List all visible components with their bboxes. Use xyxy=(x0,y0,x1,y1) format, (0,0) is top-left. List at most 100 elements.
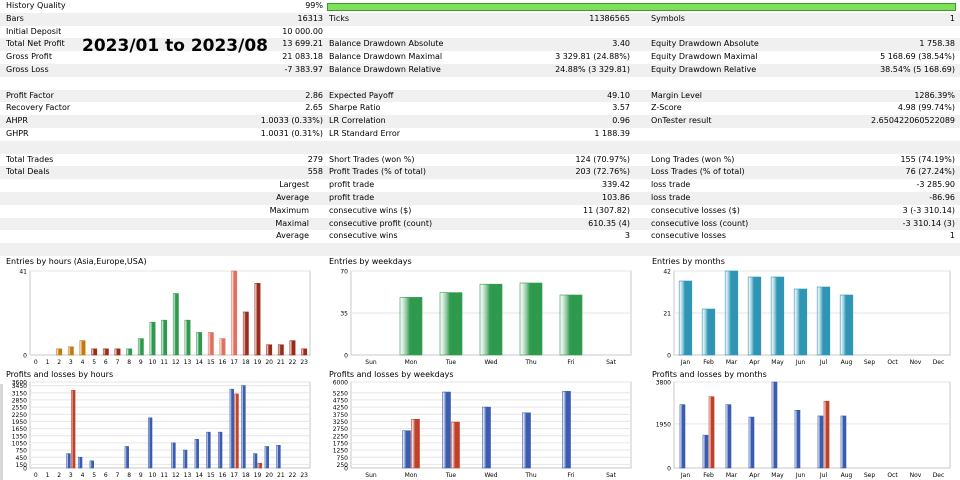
chart-bar-profit xyxy=(817,415,824,469)
y-tick-label: 41 xyxy=(19,269,27,276)
ontester-value: 2.650422060522089 xyxy=(871,116,955,126)
x-tick-label: Jun xyxy=(795,359,806,366)
x-tick-label: 21 xyxy=(277,359,285,366)
eq-dd-rel-value: 38.54% (5 168.69) xyxy=(880,64,955,74)
chart-svg: 0 21 42 Jan Feb Mar Apr May Jun Jul Aug Sep Oct Nov De… xyxy=(663,269,951,366)
chart-bar-loss xyxy=(257,462,263,469)
x-tick-label: May xyxy=(771,359,784,366)
plot-frame xyxy=(29,270,311,356)
chart-bar xyxy=(149,321,156,356)
gross-loss-value: -7 383.97 xyxy=(284,64,323,74)
x-tick-label: Fri xyxy=(567,472,574,479)
avg-cons-label: Average xyxy=(276,231,309,241)
x-tick-label: 1 xyxy=(46,472,50,479)
x-tick-label: Dec xyxy=(933,472,945,479)
chart-bar-loss xyxy=(234,393,239,469)
chart-bar xyxy=(102,348,109,356)
largest-loss-label: loss trade xyxy=(651,180,691,190)
y-tick-label: 4750 xyxy=(333,397,348,404)
x-tick-label: 12 xyxy=(172,472,180,479)
eq-dd-abs-value: 1 758.38 xyxy=(919,39,955,49)
y-tick-label: 3600 xyxy=(12,380,27,387)
chart-bar-profit xyxy=(252,453,258,469)
chart-bar xyxy=(289,340,296,356)
zscore-value: 4.98 (99.74%) xyxy=(897,103,955,113)
expected-payoff-label: Expected Payoff xyxy=(329,90,394,100)
chart-bar xyxy=(724,270,739,356)
x-tick-label: Thu xyxy=(524,359,536,366)
short-trades-value: 124 (70.97%) xyxy=(575,154,630,164)
report-table: History Quality 99% Bars 16313 Ticks 113… xyxy=(0,0,960,256)
chart-bar xyxy=(219,338,226,356)
x-tick-label: 4 xyxy=(81,472,85,479)
chart-bar-loss xyxy=(411,418,420,469)
x-tick-label: 10 xyxy=(149,472,157,479)
x-tick-label: Sep xyxy=(864,359,876,366)
max-cons-losses-label: consecutive losses ($) xyxy=(651,205,740,215)
chart-bar xyxy=(79,340,86,356)
y-tick-label: 4250 xyxy=(333,405,348,412)
row-history-quality: History Quality 99% xyxy=(0,0,960,13)
row-spacer xyxy=(0,140,960,154)
lr-corr-label: LR Correlation xyxy=(329,116,386,126)
x-tick-label: 6 xyxy=(104,472,108,479)
x-tick-label: 22 xyxy=(289,472,297,479)
chart-bar xyxy=(793,288,808,356)
x-tick-label: Fri xyxy=(567,359,574,366)
x-tick-label: 17 xyxy=(230,359,238,366)
x-tick-label: 0 xyxy=(34,359,38,366)
chart-title: Profits and losses by hours xyxy=(6,370,114,379)
x-tick-label: Mon xyxy=(405,359,418,366)
x-tick-label: 5 xyxy=(92,472,96,479)
chart-bar-profit xyxy=(147,417,153,469)
x-tick-label: 7 xyxy=(116,359,120,366)
chart-bar xyxy=(254,282,261,356)
chart-bar xyxy=(172,293,179,356)
window-edge xyxy=(0,384,3,480)
symbols-value: 1 xyxy=(949,13,955,23)
bal-dd-rel-label: Balance Drawdown Relative xyxy=(329,64,441,74)
chart-entries-by-months: Entries by months 0 21 42 Jan Feb Mar Apr May Ju… xyxy=(650,257,956,369)
sharpe-value: 3.57 xyxy=(612,103,630,113)
chart-bar xyxy=(701,308,716,356)
initial-deposit-value: 10 000.00 xyxy=(282,26,323,36)
x-tick-label: 13 xyxy=(184,359,192,366)
x-tick-label: 8 xyxy=(127,359,131,366)
average-loss-value: -86.96 xyxy=(929,192,955,202)
y-tick-label: 1050 xyxy=(12,440,27,447)
chart-title: Entries by weekdays xyxy=(329,257,412,266)
y-tick-label: 2850 xyxy=(12,397,27,404)
y-tick-label: 250 xyxy=(337,462,349,469)
y-tick-label: 1950 xyxy=(656,421,671,428)
y-tick-label: 2250 xyxy=(333,433,348,440)
y-tick-label: 1750 xyxy=(333,440,348,447)
history-quality-bar xyxy=(327,3,956,11)
chart-bar-profit xyxy=(748,416,755,469)
loss-trades-label: Loss Trades (% of total) xyxy=(651,167,745,177)
x-tick-label: 3 xyxy=(69,359,73,366)
x-tick-label: Jan xyxy=(680,472,690,479)
bars-label: Bars xyxy=(6,13,24,23)
x-tick-label: 23 xyxy=(300,359,308,366)
x-tick-label: Tue xyxy=(445,472,457,479)
row-average: Average profit trade 103.86 loss trade -… xyxy=(0,191,960,205)
chart-bar-profit xyxy=(702,434,709,469)
total-deals-value: 558 xyxy=(307,167,323,177)
chart-bar-profit xyxy=(171,442,176,469)
chart-pl-by-weekdays: Profits and losses by weekdays 0 250 750 12… xyxy=(327,370,637,480)
x-tick-label: 3 xyxy=(69,472,73,479)
eq-dd-max-value: 5 168.69 (38.54%) xyxy=(880,52,955,62)
chart-bar xyxy=(770,276,785,356)
x-tick-label: Wed xyxy=(484,472,497,479)
expected-payoff-value: 49.10 xyxy=(607,90,630,100)
chart-bar xyxy=(184,319,191,356)
y-tick-label: 150 xyxy=(16,462,28,469)
x-tick-label: Sat xyxy=(606,472,616,479)
y-tick-label: 1250 xyxy=(333,448,348,455)
maximal-loss-label: consecutive loss (count) xyxy=(651,218,749,228)
x-tick-label: 8 xyxy=(127,472,131,479)
gross-profit-value: 21 083.18 xyxy=(282,52,323,62)
row-spacer xyxy=(0,77,960,90)
gross-loss-label: Gross Loss xyxy=(6,64,49,74)
max-cons-losses-value: 3 (-3 310.14) xyxy=(902,205,955,215)
